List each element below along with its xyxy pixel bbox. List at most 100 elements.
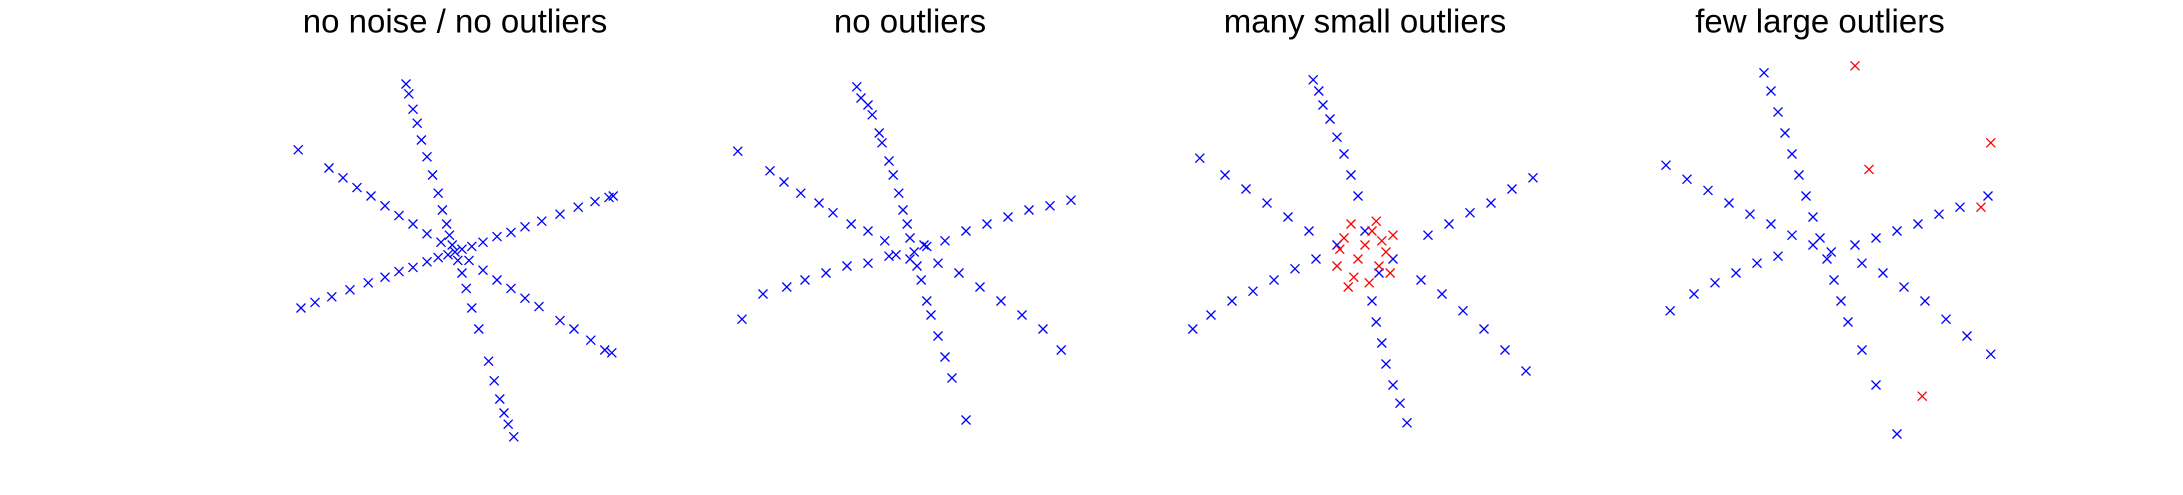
marker	[1371, 317, 1382, 327]
marker	[492, 275, 502, 285]
marker	[1843, 317, 1853, 327]
marker	[1360, 226, 1370, 236]
marker	[1486, 198, 1496, 208]
marker	[1766, 219, 1776, 229]
marker	[1262, 198, 1272, 208]
marker	[737, 314, 747, 325]
marker	[590, 196, 600, 207]
marker	[1941, 314, 1951, 325]
marker	[1458, 305, 1468, 316]
marker	[422, 228, 432, 239]
marker	[1745, 209, 1755, 220]
marker	[800, 275, 810, 285]
marker	[1343, 282, 1354, 292]
marker	[1985, 137, 1996, 148]
marker	[905, 254, 915, 264]
marker	[1985, 349, 1996, 360]
marker	[1290, 263, 1300, 274]
marker	[1017, 310, 1027, 320]
marker	[1374, 268, 1384, 278]
marker	[483, 356, 494, 367]
marker	[893, 188, 904, 199]
marker	[1836, 296, 1846, 306]
marker	[891, 249, 901, 260]
marker	[921, 241, 932, 252]
marker	[573, 202, 584, 213]
marker	[1248, 286, 1258, 297]
marker	[1367, 226, 1377, 236]
marker	[380, 272, 390, 283]
marker	[506, 227, 516, 238]
marker	[921, 296, 932, 306]
marker	[933, 331, 943, 341]
marker	[1364, 277, 1375, 288]
marker	[1892, 226, 1902, 236]
marker	[1934, 209, 1944, 220]
marker	[324, 163, 334, 173]
marker	[1731, 268, 1741, 278]
marker	[732, 146, 743, 157]
marker	[403, 88, 414, 99]
marker	[1528, 172, 1538, 183]
marker	[1437, 289, 1447, 299]
marker	[1899, 282, 1909, 292]
marker	[422, 256, 432, 267]
marker	[408, 219, 418, 229]
marker	[457, 268, 467, 278]
marker	[1385, 268, 1396, 278]
marker	[1334, 244, 1345, 255]
marker	[296, 303, 306, 313]
marker	[461, 283, 472, 294]
marker	[1056, 345, 1067, 355]
marker	[879, 235, 890, 246]
marker	[345, 284, 355, 295]
marker	[555, 209, 565, 220]
marker	[1871, 233, 1881, 243]
marker	[877, 137, 887, 148]
chart-title: no noise / no outliers	[303, 3, 608, 40]
marker	[867, 109, 878, 120]
marker	[961, 415, 971, 425]
marker	[1829, 275, 1839, 285]
marker	[1917, 391, 1928, 402]
marker	[1371, 216, 1382, 227]
marker	[1787, 230, 1797, 241]
marker	[1339, 149, 1349, 159]
marker	[1332, 261, 1342, 271]
marker	[1661, 160, 1671, 171]
marker	[466, 241, 477, 252]
marker	[1710, 277, 1720, 288]
marker	[1976, 202, 1986, 213]
marker	[1689, 289, 1699, 299]
marker	[1808, 212, 1818, 222]
marker	[401, 79, 411, 89]
marker	[1752, 258, 1762, 269]
marker	[1360, 240, 1370, 250]
marker	[1808, 240, 1818, 250]
marker	[975, 282, 985, 292]
marker	[1787, 149, 1797, 159]
marker	[433, 252, 444, 263]
marker	[1220, 170, 1230, 180]
marker	[1283, 212, 1293, 222]
marker	[1402, 417, 1412, 428]
marker	[1766, 86, 1776, 96]
marker	[394, 266, 404, 277]
marker	[422, 151, 432, 162]
marker	[441, 219, 452, 229]
marker	[506, 283, 516, 294]
marker	[494, 394, 505, 404]
marker	[821, 268, 831, 278]
marker	[569, 324, 579, 334]
marker	[1665, 305, 1676, 316]
marker	[1308, 74, 1319, 85]
marker	[443, 249, 453, 260]
marker	[1878, 268, 1888, 278]
marker	[940, 352, 950, 362]
marker	[555, 315, 565, 326]
marker	[940, 235, 950, 246]
marker	[499, 408, 509, 418]
marker	[1388, 380, 1398, 390]
marker	[492, 231, 502, 242]
